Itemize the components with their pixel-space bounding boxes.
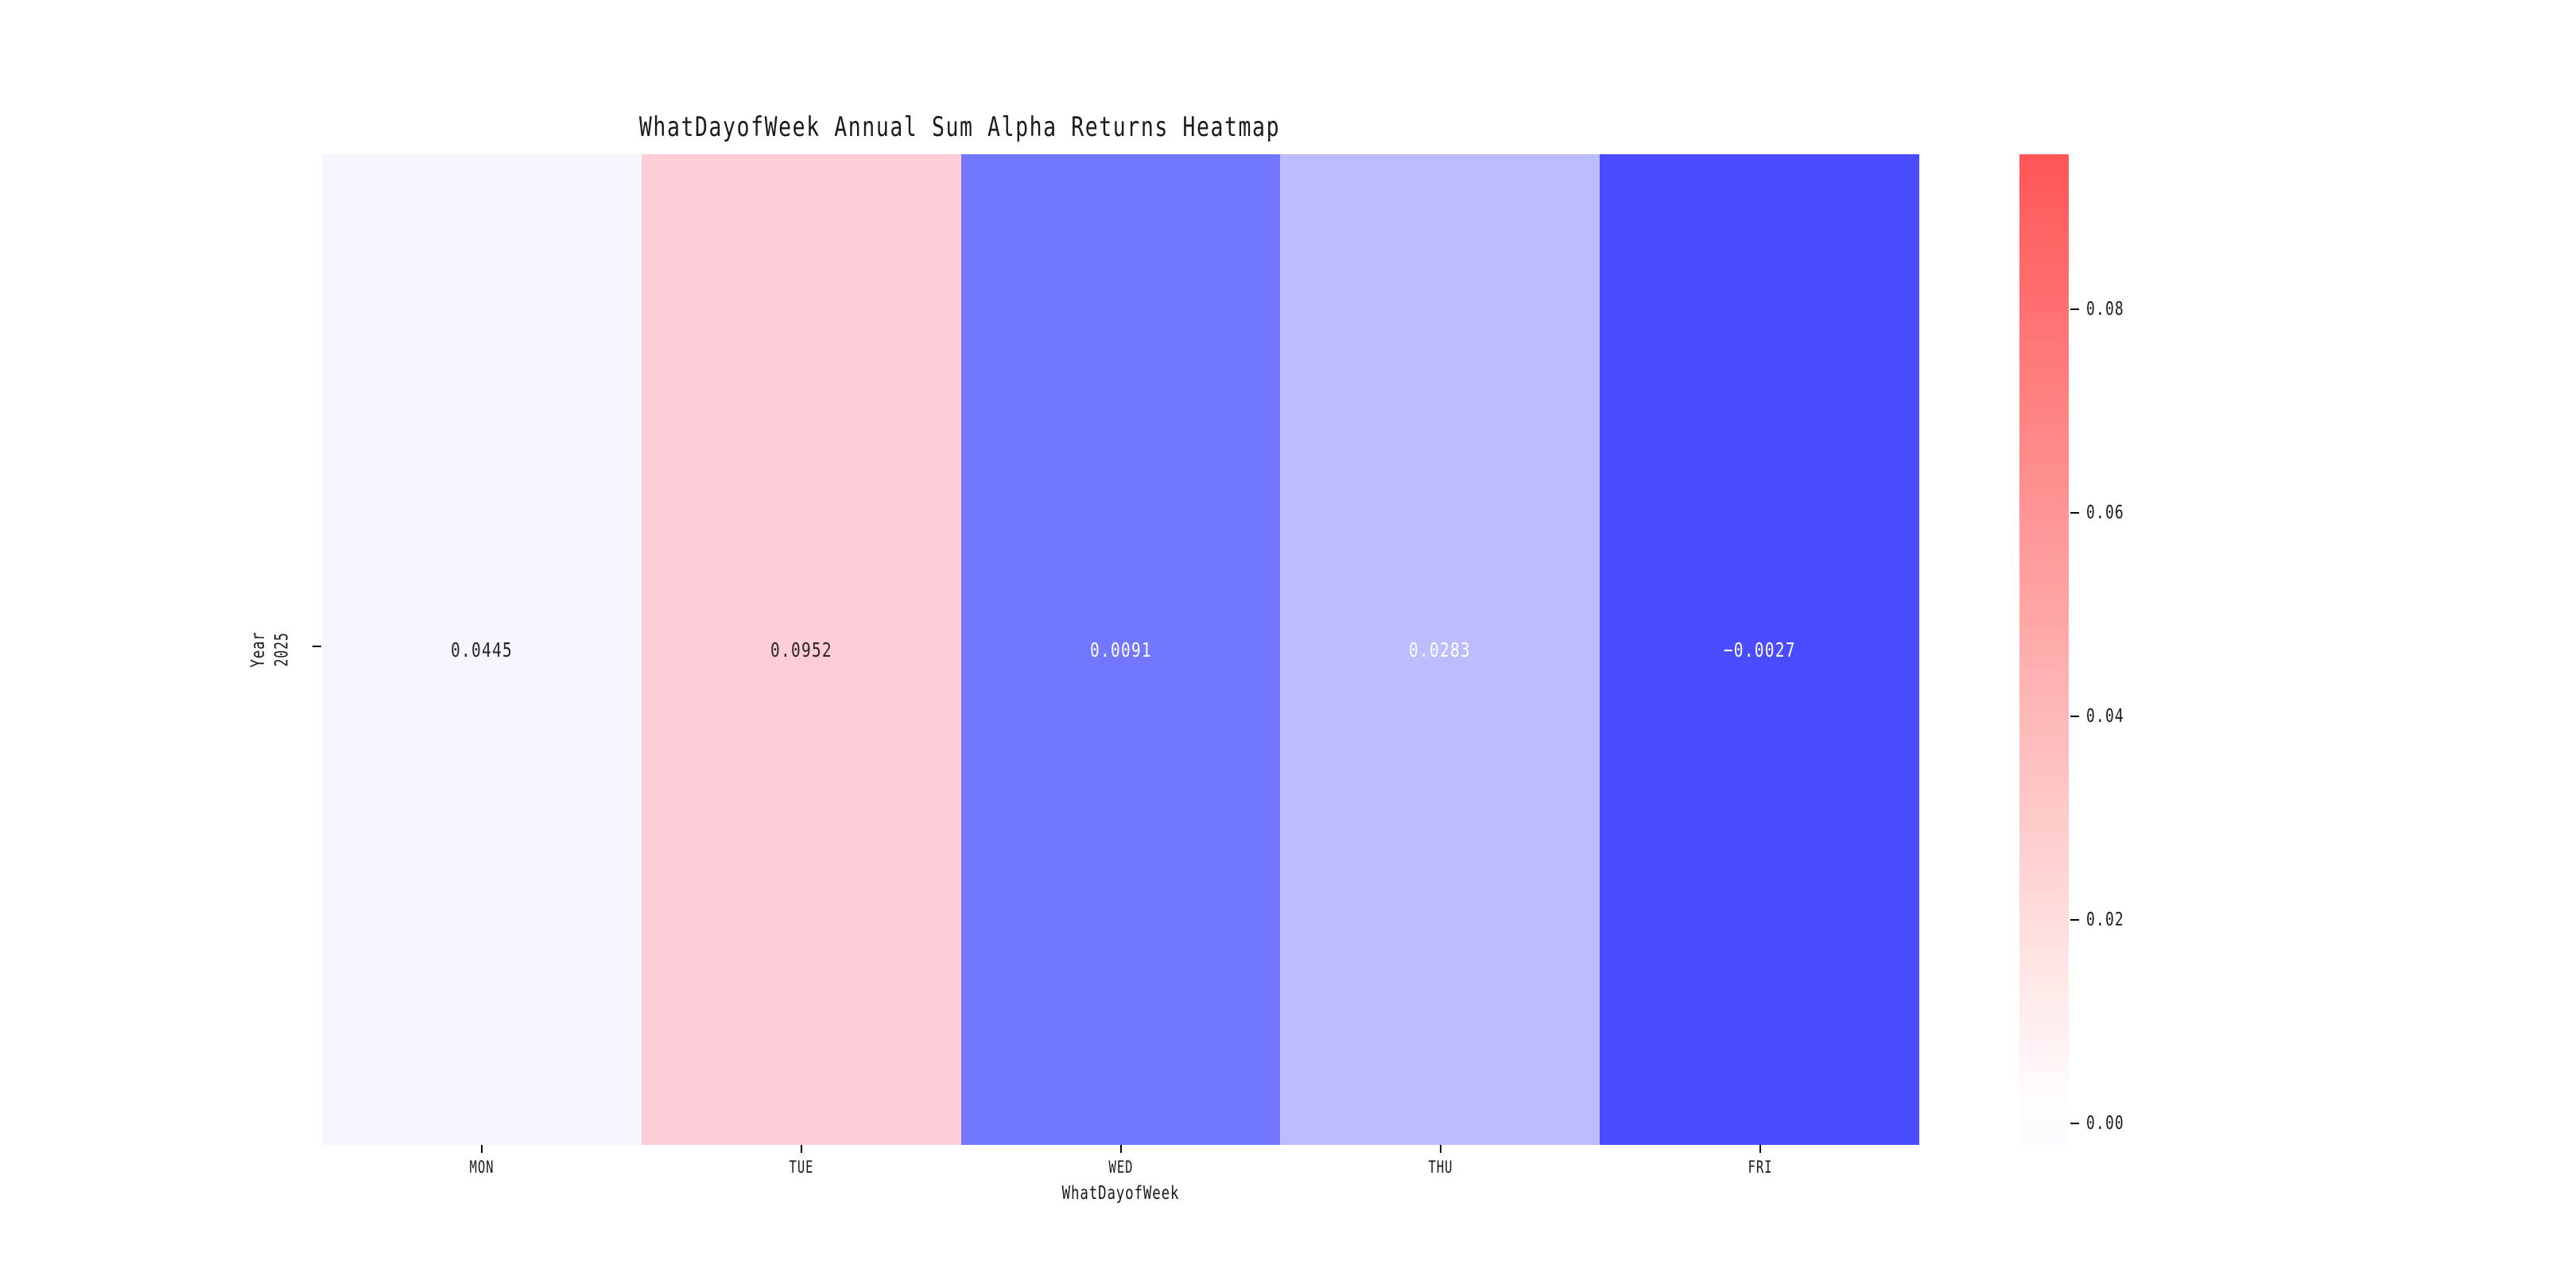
y-axis-title: Year (248, 631, 269, 668)
colorbar-tick-mark-1 (2070, 512, 2079, 514)
colorbar-tick-label-4: 0.00 (2086, 1113, 2124, 1134)
heatmap-cell-fri[interactable]: −0.0027 (1600, 154, 1919, 1145)
cell-value-wed: 0.0091 (1089, 638, 1152, 661)
heatmap-grid: 0.0445 0.0952 0.0091 0.0283 −0.0027 (322, 154, 1919, 1145)
heatmap-cell-wed[interactable]: 0.0091 (960, 154, 1281, 1145)
x-tick-mark-wed (1120, 1145, 1122, 1153)
cell-value-tue: 0.0952 (770, 638, 832, 661)
x-tick-label-thu: THU (1428, 1158, 1453, 1177)
cell-value-fri: −0.0027 (1723, 638, 1796, 661)
x-tick-label-tue: TUE (789, 1158, 814, 1177)
cell-value-thu: 0.0283 (1409, 638, 1472, 661)
chart-title: WhatDayofWeek Annual Sum Alpha Returns H… (638, 111, 1281, 143)
heatmap-cell-thu[interactable]: 0.0283 (1280, 154, 1600, 1145)
cell-value-mon: 0.0445 (450, 638, 513, 661)
x-tick-mark-tue (801, 1145, 802, 1153)
heatmap-cell-mon[interactable]: 0.0445 (322, 154, 642, 1145)
y-tick-mark-2025 (312, 646, 321, 647)
heatmap-cell-tue[interactable]: 0.0952 (641, 154, 961, 1145)
x-tick-mark-mon (481, 1145, 483, 1153)
colorbar-tick-label-3: 0.02 (2086, 910, 2124, 930)
x-tick-label-wed: WED (1108, 1158, 1134, 1177)
colorbar-tick-label-1: 0.06 (2086, 502, 2124, 523)
colorbar-tick-mark-0 (2070, 308, 2079, 310)
x-tick-mark-thu (1440, 1145, 1441, 1153)
colorbar-tick-mark-4 (2070, 1123, 2079, 1124)
y-tick-label-2025: 2025 (272, 632, 293, 667)
colorbar-gradient (2019, 154, 2069, 1145)
colorbar-tick-mark-2 (2070, 716, 2079, 717)
colorbar (2019, 154, 2069, 1145)
colorbar-tick-label-0: 0.08 (2086, 299, 2124, 320)
colorbar-tick-label-2: 0.04 (2086, 706, 2124, 727)
colorbar-tick-mark-3 (2070, 919, 2079, 921)
x-tick-mark-fri (1759, 1145, 1761, 1153)
x-tick-label-mon: MON (469, 1158, 495, 1177)
x-tick-label-fri: FRI (1748, 1158, 1773, 1177)
x-axis-title: WhatDayofWeek (1061, 1183, 1180, 1204)
